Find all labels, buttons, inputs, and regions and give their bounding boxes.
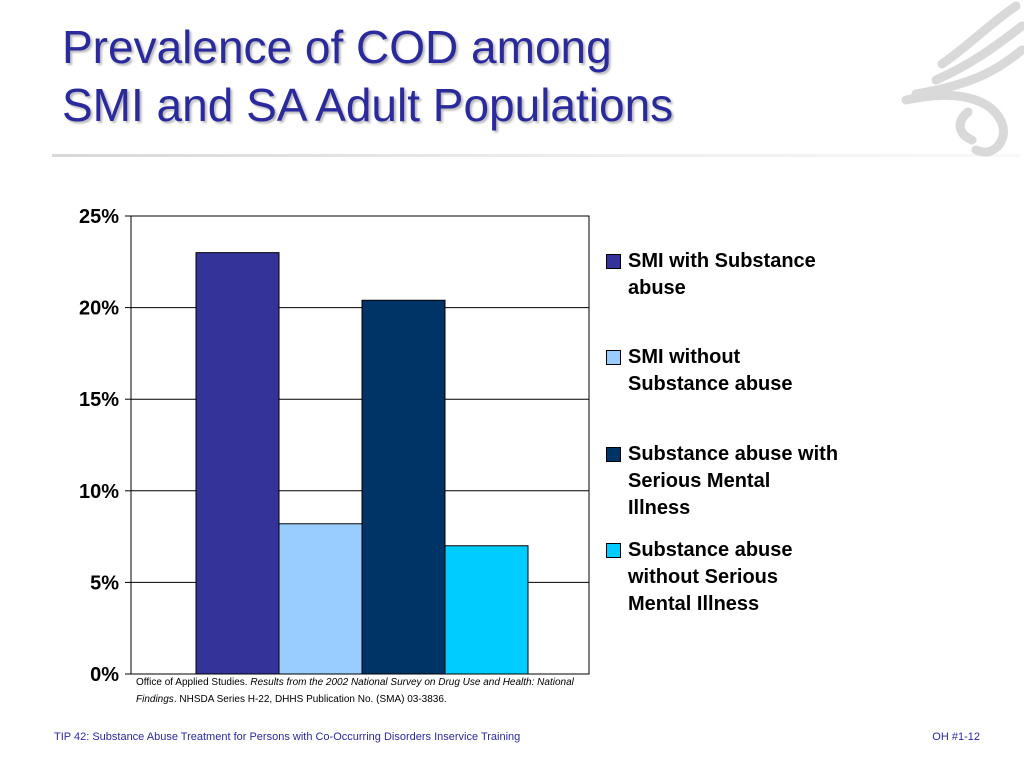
bar-2 [278,523,363,675]
y-tick-label: 15% [79,389,119,411]
bar-4 [444,545,529,675]
y-tick-label: 0% [90,664,119,686]
legend-label-sa-without-smi: Substance abuse without Serious Mental I… [628,539,793,615]
y-tick-label: 10% [79,481,119,503]
page-title: Prevalence of COD among SMI and SA Adult… [62,18,673,134]
legend-swatch-smi-without-sa [606,350,621,365]
bar-1 [195,252,280,675]
y-tick-label: 20% [79,298,119,320]
legend-label-smi-without-sa: SMI without Substance abuse [628,346,793,395]
hhs-eagle-logo-icon [901,1,1024,157]
bar-3 [361,299,446,675]
legend-item-smi-with-sa: SMI with Substance abuse [606,248,883,302]
source-author: Office of Applied Studies. [136,677,251,688]
chart-source-citation: Office of Applied Studies. Results from … [136,674,616,708]
legend-label-sa-with-smi: Substance abuse with Serious Mental Illn… [628,443,839,519]
plot-border [130,215,590,675]
source-title: Results from the 2002 National Survey on… [136,677,574,705]
legend-swatch-smi-with-sa [606,254,621,269]
source-series: . NHSDA Series H-22, DHHS Publication No… [173,694,447,705]
legend-item-sa-with-smi: Substance abuse with Serious Mental Illn… [606,441,883,522]
title-line-2: SMI and SA Adult Populations [62,79,674,131]
y-tick-label: 5% [90,572,119,594]
footer-training-title: TIP 42: Substance Abuse Treatment for Pe… [54,731,521,743]
title-divider [52,154,1020,157]
legend-item-smi-without-sa: SMI without Substance abuse [606,344,883,398]
title-line-1: Prevalence of COD among [62,21,612,73]
legend-label-smi-with-sa: SMI with Substance abuse [628,250,816,299]
footer-slide-number: OH #1-12 [932,731,980,743]
legend-item-sa-without-smi: Substance abuse without Serious Mental I… [606,537,883,618]
legend-swatch-sa-with-smi [606,447,621,462]
y-tick-label: 25% [79,206,119,228]
legend-swatch-sa-without-smi [606,543,621,558]
